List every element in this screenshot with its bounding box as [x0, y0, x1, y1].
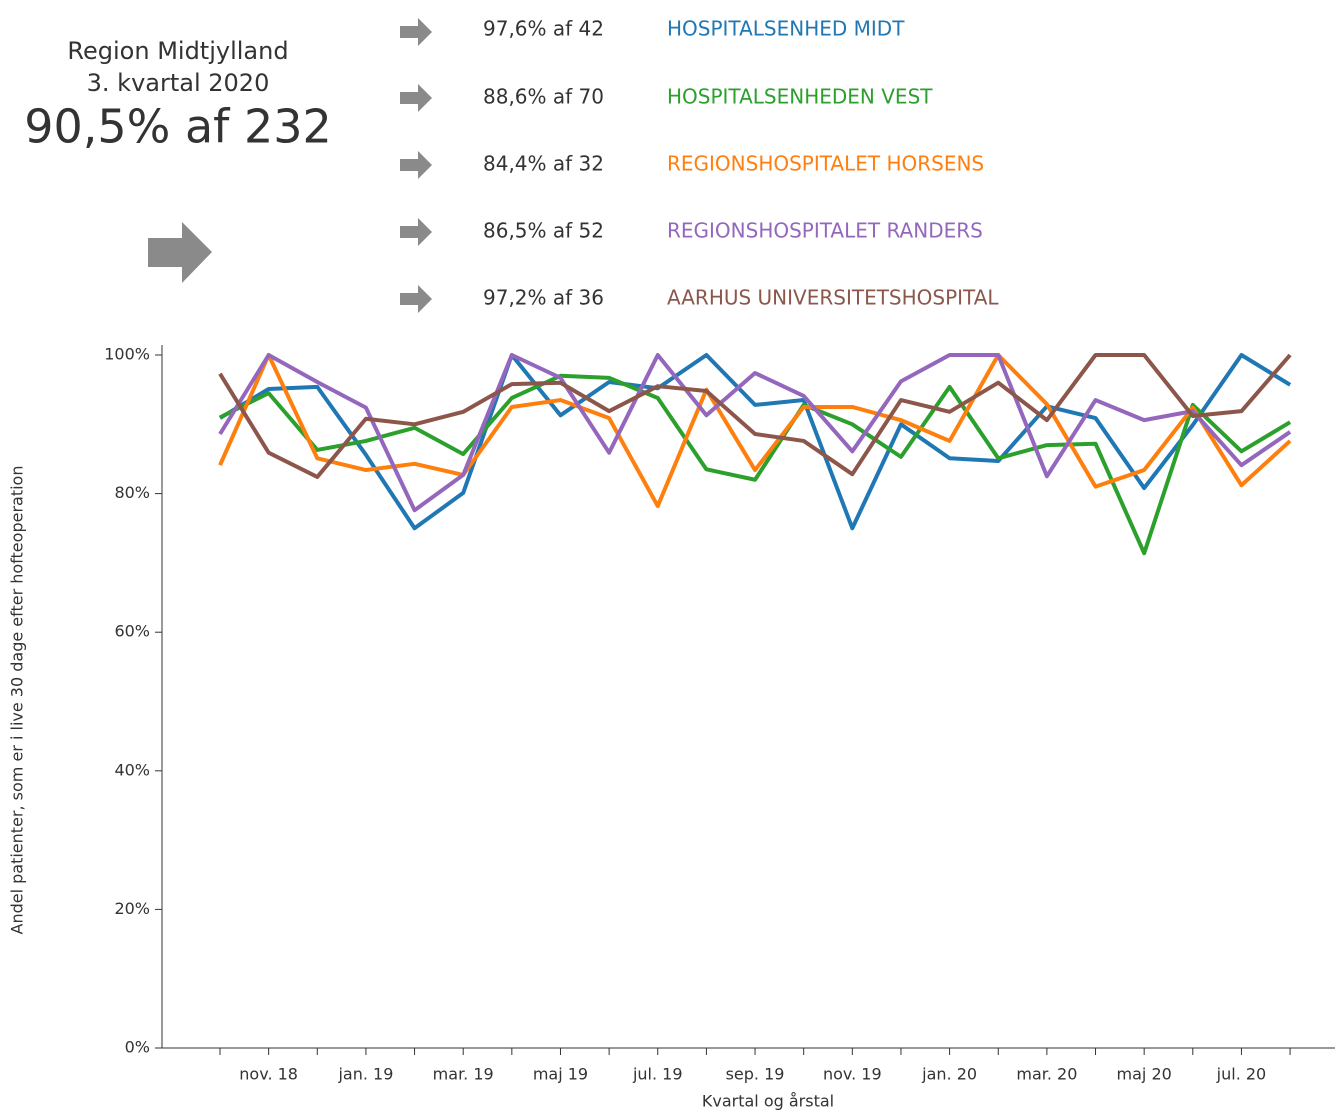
- x-tick-label: mar. 19: [433, 1065, 494, 1084]
- y-tick-label: 20%: [114, 899, 150, 918]
- series-line: [218, 353, 1292, 479]
- arrow: [400, 84, 432, 112]
- series-line: [218, 353, 1292, 509]
- row-name: REGIONSHOSPITALET RANDERS: [667, 219, 983, 243]
- y-tick-label: 0%: [125, 1038, 150, 1057]
- arrow: [400, 218, 432, 246]
- row-value: 97,6% af 42: [483, 17, 604, 41]
- x-tick-label: jul. 20: [1216, 1065, 1267, 1084]
- x-tick-label: nov. 19: [823, 1065, 882, 1084]
- x-tick-label: jul. 19: [632, 1065, 683, 1084]
- row-name: REGIONSHOSPITALET HORSENS: [667, 152, 984, 176]
- region: Region Midtjylland: [67, 37, 288, 65]
- y-tick-label: 80%: [114, 483, 150, 502]
- y-tick-label: 100%: [104, 345, 150, 364]
- y-tick-label: 40%: [114, 760, 150, 779]
- x-tick-label: jan. 20: [921, 1065, 977, 1084]
- row-value: 88,6% af 70: [483, 85, 604, 109]
- series-line: [218, 353, 1292, 513]
- row-name: AARHUS UNIVERSITETSHOSPITAL: [667, 286, 999, 310]
- y-tick-label: 60%: [114, 622, 150, 641]
- row-name: HOSPITALSENHEDEN VEST: [667, 85, 933, 109]
- series-line: [218, 353, 1292, 531]
- arrow: [400, 151, 432, 179]
- row-value: 86,5% af 52: [483, 219, 604, 243]
- x-tick-label: maj 19: [533, 1065, 588, 1084]
- x-tick-label: jan. 19: [337, 1065, 393, 1084]
- summary: 90,5% af 232: [24, 100, 332, 154]
- x-tick-label: nov. 18: [239, 1065, 298, 1084]
- x-tick-label: mar. 20: [1016, 1065, 1077, 1084]
- x-axis-title: Kvartal og årstal: [702, 1092, 834, 1111]
- row-value: 97,2% af 36: [483, 286, 604, 310]
- arrow: [400, 18, 432, 46]
- period: 3. kvartal 2020: [87, 69, 270, 97]
- y-axis-title: Andel patienter, som er i live 30 dage e…: [8, 466, 27, 935]
- row-name: HOSPITALSENHED MIDT: [667, 17, 905, 41]
- x-tick-label: sep. 19: [726, 1065, 785, 1084]
- x-tick-label: maj 20: [1117, 1065, 1172, 1084]
- big-arrow: [148, 222, 212, 283]
- row-value: 84,4% af 32: [483, 152, 604, 176]
- arrow: [400, 285, 432, 313]
- arrows: [148, 18, 432, 313]
